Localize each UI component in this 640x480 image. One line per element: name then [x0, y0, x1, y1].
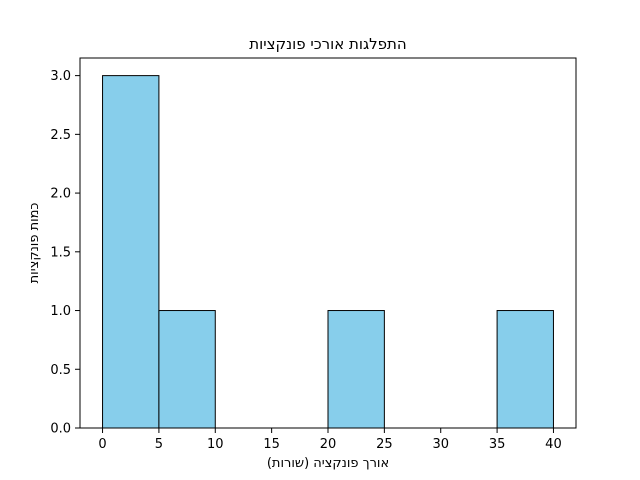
- bars-group: [102, 75, 554, 429]
- histogram-bar-5-10: [158, 310, 216, 429]
- y-tick-label: 1.5: [50, 245, 71, 260]
- x-tick-label: 5: [155, 437, 163, 452]
- y-tick-label: 3.0: [50, 69, 71, 84]
- x-tick-label: 40: [545, 437, 562, 452]
- histogram-bar-0-5: [102, 75, 160, 429]
- x-tick-label: 30: [432, 437, 449, 452]
- x-tick-label: 10: [207, 437, 224, 452]
- x-axis-ticks: 0 5 10 15 20 25 30 35 40: [98, 428, 562, 452]
- y-axis-ticks: 0.0 0.5 1.0 1.5 2.0 2.5 3.0: [50, 69, 80, 437]
- y-tick-label: 2.0: [50, 187, 71, 202]
- y-tick-label: 0.0: [50, 422, 71, 437]
- y-tick-label: 0.5: [50, 363, 71, 378]
- x-tick-label: 20: [320, 437, 337, 452]
- y-axis-label: כמות פונקציות: [27, 203, 42, 284]
- histogram-bar-35-40: [496, 310, 554, 429]
- x-axis-label: אורך פונקציה (שורות): [267, 456, 389, 471]
- y-tick-label: 1.0: [50, 304, 71, 319]
- y-tick-label: 2.5: [50, 128, 71, 143]
- histogram-bar-20-25: [327, 310, 385, 429]
- x-tick-label: 0: [98, 437, 106, 452]
- x-tick-label: 35: [489, 437, 506, 452]
- chart-title: התפלגות אורכי פונקציות: [249, 35, 406, 53]
- x-tick-label: 25: [376, 437, 393, 452]
- x-tick-label: 15: [263, 437, 280, 452]
